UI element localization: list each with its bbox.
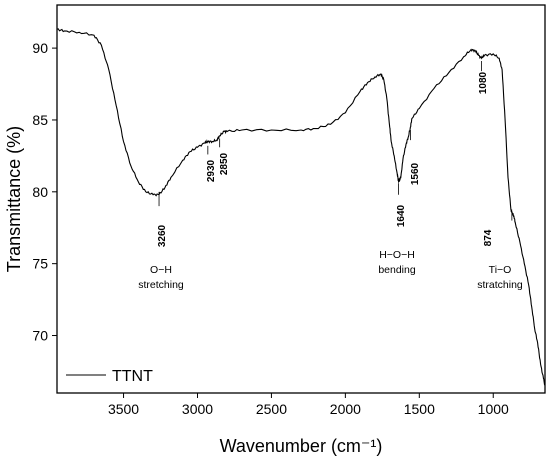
peak-label-1640: 1640 xyxy=(396,204,407,227)
annotation-tio-line1: Ti−O xyxy=(489,264,512,276)
x-tick-label-2000: 2000 xyxy=(330,401,361,417)
y-axis-title: Transmittance (%) xyxy=(4,126,24,272)
peak-label-3260: 3260 xyxy=(157,224,168,247)
x-axis-title: Wavenumber (cm⁻¹) xyxy=(220,436,383,456)
annotation-oh-line1: O−H xyxy=(150,264,172,276)
peak-label-2850: 2850 xyxy=(219,152,230,175)
annotation-hoh-line1: H−O−H xyxy=(379,249,415,261)
y-tick-label-80: 80 xyxy=(32,184,48,200)
plot-frame xyxy=(56,4,546,394)
y-tick-label-90: 90 xyxy=(32,40,48,56)
annotation-tio-line2: stratching xyxy=(477,279,523,291)
x-tick-label-1500: 1500 xyxy=(404,401,435,417)
x-tick-label-2500: 2500 xyxy=(256,401,287,417)
annotation-oh-line2: stretching xyxy=(138,279,184,291)
peak-marker-lines xyxy=(158,61,513,221)
y-tick-label-85: 85 xyxy=(32,112,48,128)
annotation-hoh-line2: bending xyxy=(378,264,416,276)
y-tick-label-70: 70 xyxy=(32,328,48,344)
peak-label-874: 874 xyxy=(483,229,494,246)
peak-label-2930: 2930 xyxy=(206,159,217,182)
series-line-ttnt xyxy=(56,28,546,386)
x-tick-label-1000: 1000 xyxy=(478,401,509,417)
x-tick-label-3000: 3000 xyxy=(182,401,213,417)
peak-label-1560: 1560 xyxy=(410,162,421,185)
y-tick-label-75: 75 xyxy=(32,256,48,272)
legend-label: TTNT xyxy=(112,368,153,385)
axis-ticks: 3500 3000 2500 2000 1500 1000 70 75 80 85 90 xyxy=(32,40,509,417)
peak-label-1080: 1080 xyxy=(478,71,489,94)
x-tick-label-3500: 3500 xyxy=(108,401,139,417)
